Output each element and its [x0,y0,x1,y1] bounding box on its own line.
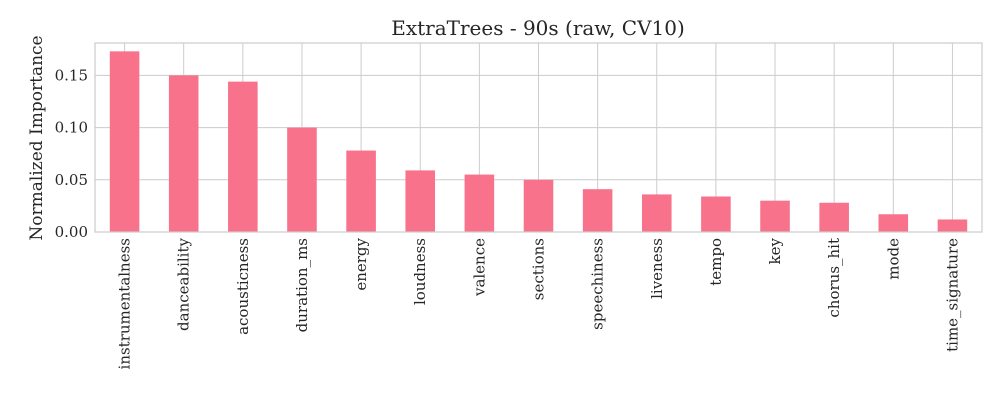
bar [523,179,554,232]
bar [287,127,317,232]
x-tick-label: mode [884,238,902,280]
x-tick-label: danceability [175,237,193,330]
bar [878,214,909,232]
bar [405,170,436,232]
bar [937,219,968,232]
y-axis-label: Normalized Importance [27,35,47,240]
x-tick-label: instrumentalness [116,238,134,369]
bars [109,51,968,232]
x-tick-labels: instrumentalness danceability acousticness… [116,237,962,369]
y-tick-label: 0.00 [55,223,88,241]
x-tick-label: chorus_hit [825,238,843,318]
bar [641,194,672,232]
x-tick-label: tempo [707,238,725,286]
bar [464,174,495,232]
chart-title: ExtraTrees - 90s (raw, CV10) [391,16,685,40]
bar [819,202,849,232]
y-tick-label: 0.05 [55,171,88,189]
bar [760,200,790,232]
y-tick-label: 0.15 [55,66,88,84]
bar [346,150,376,232]
x-tick-label: duration_ms [293,238,311,332]
bar [228,81,258,232]
plot-frame [94,42,983,233]
x-tick-label: loudness [411,238,429,305]
y-tick-label: 0.10 [55,119,88,137]
x-tick-label: acousticness [234,238,252,335]
x-tick-label: time_signature [943,238,961,352]
bar [582,189,613,232]
x-tick-label: key [766,237,784,264]
y-tick-labels: 0.00 0.05 0.10 0.15 [55,66,88,241]
bar [701,196,731,232]
x-tick-label: liveness [648,238,666,299]
bar [168,75,199,232]
bar [109,51,140,232]
x-tick-label: valence [470,238,488,297]
x-tick-label: speechiness [589,238,607,330]
x-tick-label: energy [352,237,370,290]
x-tick-label: sections [530,238,548,300]
